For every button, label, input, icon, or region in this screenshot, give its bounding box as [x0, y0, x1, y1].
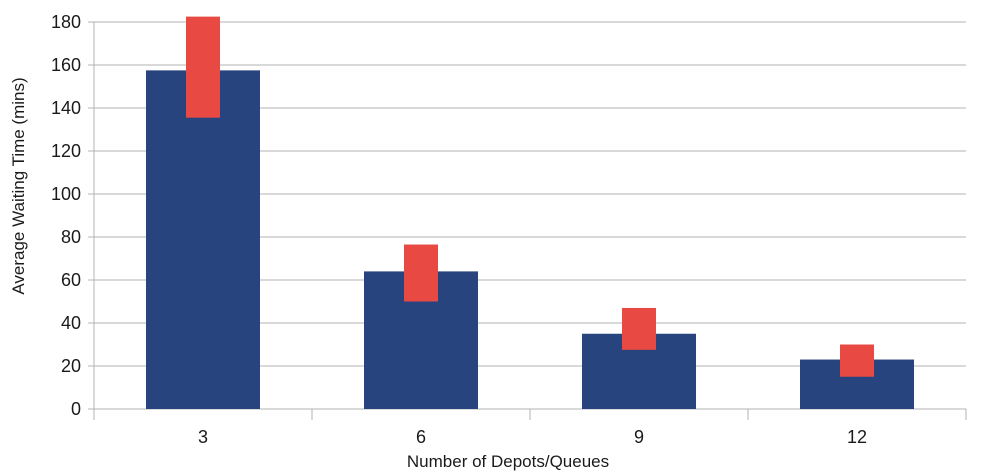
y-tick-label: 120 — [51, 141, 81, 161]
x-tick-labels: 3 6 9 12 — [198, 427, 867, 447]
bar-3 — [146, 70, 260, 409]
y-tick-label: 60 — [61, 270, 81, 290]
y-tick-label: 80 — [61, 227, 81, 247]
axes — [93, 22, 967, 420]
y-tick-label: 100 — [51, 184, 81, 204]
bars — [146, 70, 914, 409]
x-tick-label: 9 — [634, 427, 644, 447]
error-boxes — [186, 16, 874, 377]
y-tick-label: 40 — [61, 313, 81, 333]
y-tick-label: 0 — [71, 399, 81, 419]
y-tick-label: 160 — [51, 55, 81, 75]
y-tick-label: 20 — [61, 356, 81, 376]
y-tick-label: 140 — [51, 98, 81, 118]
x-axis-label: Number of Depots/Queues — [407, 452, 609, 471]
x-tick-label: 6 — [416, 427, 426, 447]
y-tick-labels: 0 20 40 60 80 100 120 140 160 180 — [51, 12, 81, 419]
x-tick-label: 3 — [198, 427, 208, 447]
error-box-3 — [186, 16, 220, 118]
error-box-6 — [404, 244, 438, 302]
y-axis-label: Average Waiting Time (mins) — [9, 77, 28, 294]
x-tick-label: 12 — [847, 427, 867, 447]
error-box-12 — [840, 344, 874, 377]
error-box-9 — [622, 307, 656, 350]
y-tick-label: 180 — [51, 12, 81, 32]
